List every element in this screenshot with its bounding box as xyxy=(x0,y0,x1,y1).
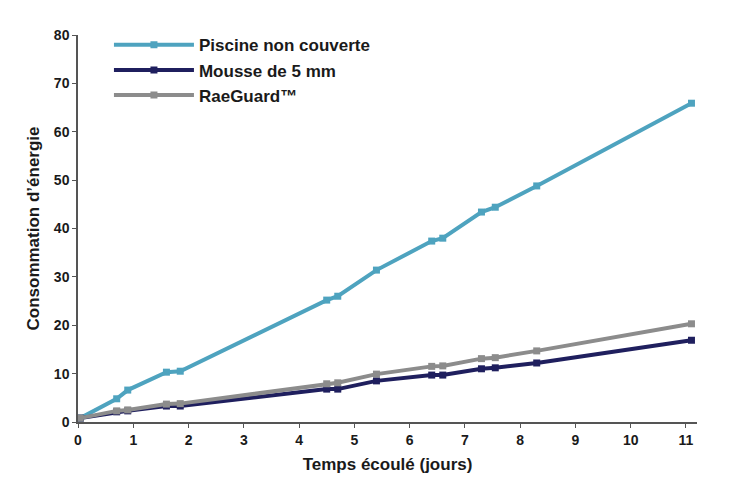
svg-text:2: 2 xyxy=(185,432,193,448)
svg-text:4: 4 xyxy=(295,432,303,448)
svg-text:1: 1 xyxy=(129,432,137,448)
svg-text:7: 7 xyxy=(461,432,469,448)
svg-text:50: 50 xyxy=(54,172,70,188)
svg-text:10: 10 xyxy=(623,432,639,448)
svg-text:8: 8 xyxy=(516,432,524,448)
svg-text:Consommation d’énergie: Consommation d’énergie xyxy=(24,126,43,330)
svg-text:Temps écoulé (jours): Temps écoulé (jours) xyxy=(303,455,473,474)
svg-text:0: 0 xyxy=(62,414,70,430)
svg-text:3: 3 xyxy=(240,432,248,448)
svg-text:0: 0 xyxy=(74,432,82,448)
svg-text:6: 6 xyxy=(406,432,414,448)
svg-text:10: 10 xyxy=(54,366,70,382)
svg-text:RaeGuard™: RaeGuard™ xyxy=(199,87,297,106)
svg-text:5: 5 xyxy=(350,432,358,448)
svg-text:80: 80 xyxy=(54,27,70,43)
svg-text:11: 11 xyxy=(679,432,694,448)
svg-text:40: 40 xyxy=(54,220,70,236)
svg-text:30: 30 xyxy=(54,269,70,285)
svg-text:9: 9 xyxy=(572,432,580,448)
svg-text:Piscine non couverte: Piscine non couverte xyxy=(199,36,370,55)
svg-text:60: 60 xyxy=(54,124,70,140)
svg-text:20: 20 xyxy=(54,317,70,333)
svg-text:70: 70 xyxy=(54,75,70,91)
svg-text:Mousse de 5 mm: Mousse de 5 mm xyxy=(199,62,336,81)
